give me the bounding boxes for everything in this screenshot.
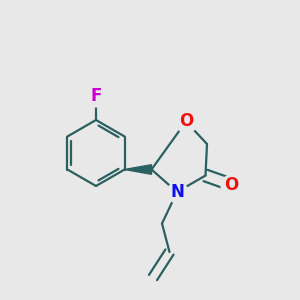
Text: N: N <box>170 183 184 201</box>
Text: F: F <box>90 87 102 105</box>
Polygon shape <box>124 165 152 174</box>
Text: O: O <box>224 176 238 194</box>
Text: O: O <box>179 112 193 130</box>
